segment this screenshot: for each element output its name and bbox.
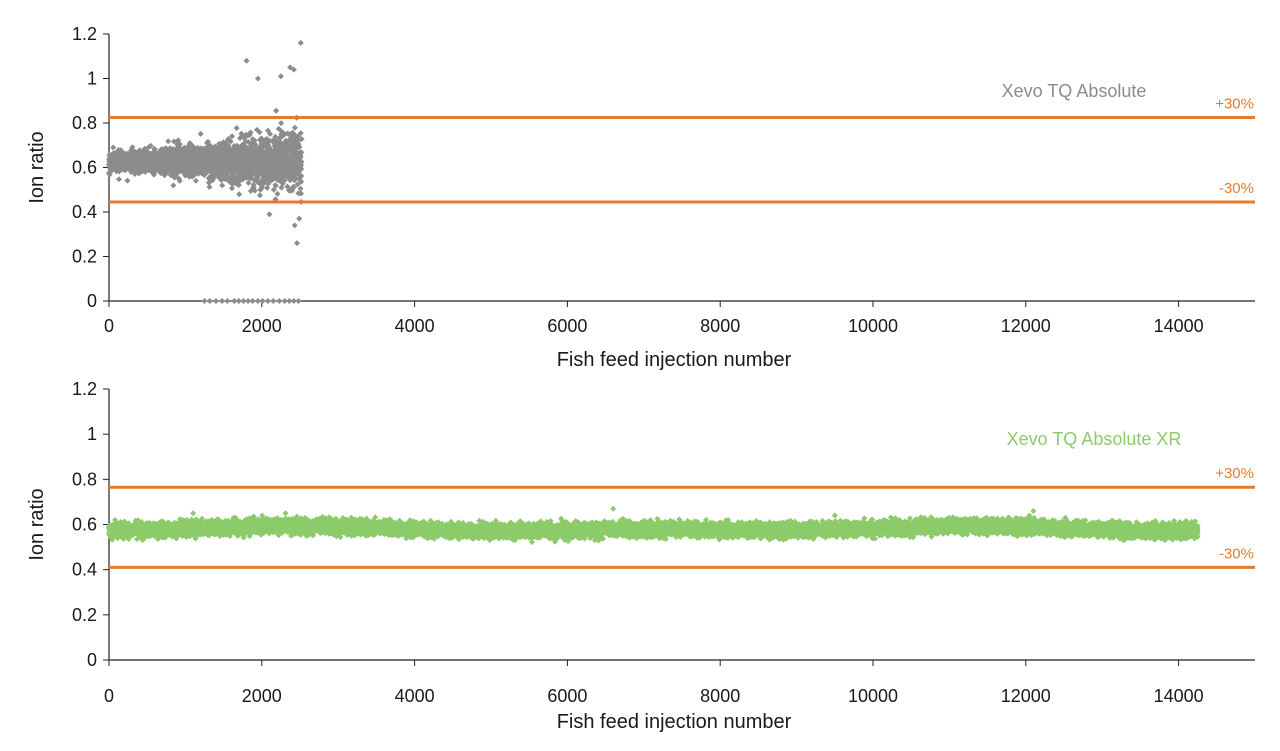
zero-point bbox=[206, 298, 213, 304]
x-tick-label: 4000 bbox=[395, 316, 435, 336]
outlier-point bbox=[297, 39, 304, 46]
y-axis-title: Ion ratio bbox=[26, 488, 48, 560]
data-point bbox=[131, 171, 138, 177]
panel-top: 0 0.2 0.4 0.6 0.8 1 1.2 0 2000 4000 6000 8000 10000 1… bbox=[26, 24, 1255, 371]
data-point bbox=[176, 141, 183, 148]
outlier-point bbox=[293, 240, 300, 247]
data-point bbox=[176, 177, 183, 184]
outlier-point bbox=[266, 211, 273, 218]
data-point bbox=[165, 138, 172, 145]
x-tick-label: 10000 bbox=[848, 316, 898, 336]
y-tick-label: 0.6 bbox=[72, 515, 97, 535]
y-tick-label: 0.2 bbox=[72, 247, 97, 267]
x-tick-label: 8000 bbox=[700, 686, 740, 706]
zero-point bbox=[219, 298, 226, 304]
x-tick-label: 12000 bbox=[1001, 686, 1051, 706]
x-tick-label: 6000 bbox=[547, 316, 587, 336]
x-tick-label: 2000 bbox=[242, 686, 282, 706]
x-tick-label: 14000 bbox=[1154, 316, 1204, 336]
x-tick-label: 4000 bbox=[395, 686, 435, 706]
y-tick-label: 0.2 bbox=[72, 605, 97, 625]
data-point bbox=[278, 120, 285, 127]
x-tick-label: 12000 bbox=[1001, 316, 1051, 336]
data-point bbox=[106, 171, 113, 178]
x-tick-label: 2000 bbox=[242, 316, 282, 336]
y-tick-label: 1.2 bbox=[72, 24, 97, 44]
outlier-point bbox=[296, 215, 303, 222]
x-tick-label: 0 bbox=[104, 686, 114, 706]
y-axis-title: Ion ratio bbox=[26, 131, 48, 203]
data-point bbox=[233, 125, 240, 132]
y-tick-label: 0.8 bbox=[72, 469, 97, 489]
y-tick-label: 1 bbox=[87, 424, 97, 444]
y-tick-label: 0.4 bbox=[72, 202, 97, 222]
limit-label: +30% bbox=[1215, 95, 1254, 112]
x-tick-label: 14000 bbox=[1154, 686, 1204, 706]
zero-point bbox=[224, 298, 231, 304]
data-point bbox=[110, 144, 117, 151]
limit-label: -30% bbox=[1219, 180, 1254, 197]
data-point bbox=[151, 146, 158, 153]
zero-point bbox=[212, 298, 219, 304]
y-tick-label: 0.6 bbox=[72, 158, 97, 178]
data-point bbox=[229, 185, 235, 192]
data-point bbox=[170, 182, 177, 189]
data-point bbox=[116, 176, 122, 183]
data-point bbox=[192, 177, 199, 184]
outlier-point bbox=[243, 57, 250, 64]
data-point bbox=[273, 107, 280, 114]
scatter-points bbox=[105, 39, 305, 304]
panel-bottom: 0 0.2 0.4 0.6 0.8 1 1.2 0 2000 4000 6000 8000 10000 1… bbox=[26, 379, 1255, 733]
y-tick-label: 0 bbox=[87, 650, 97, 670]
data-point bbox=[219, 182, 226, 189]
series-label: Xevo TQ Absolute bbox=[1002, 81, 1147, 101]
x-tick-label: 6000 bbox=[547, 686, 587, 706]
data-point bbox=[236, 191, 243, 198]
y-tick-label: 1.2 bbox=[72, 379, 97, 399]
zero-point bbox=[201, 298, 208, 304]
data-point bbox=[129, 144, 136, 151]
x-axis-title: Fish feed injection number bbox=[557, 711, 792, 733]
data-point bbox=[256, 192, 263, 199]
zero-point bbox=[295, 298, 302, 304]
y-tick-label: 0 bbox=[87, 291, 97, 311]
x-tick-label: 10000 bbox=[848, 686, 898, 706]
zero-point bbox=[276, 298, 283, 304]
x-axis-title: Fish feed injection number bbox=[557, 349, 792, 371]
outlier-point bbox=[277, 73, 284, 80]
data-point bbox=[282, 510, 289, 517]
scatter-points bbox=[106, 505, 1201, 546]
x-tick-label: 0 bbox=[104, 316, 114, 336]
data-point bbox=[197, 130, 204, 137]
data-point bbox=[206, 184, 213, 190]
outlier-point bbox=[291, 222, 298, 229]
outlier-point bbox=[254, 75, 261, 82]
y-tick-label: 1 bbox=[87, 69, 97, 89]
data-point bbox=[147, 142, 154, 149]
zero-point bbox=[249, 298, 256, 304]
data-point bbox=[274, 190, 281, 197]
y-tick-label: 0.8 bbox=[72, 113, 97, 133]
y-tick-label: 0.4 bbox=[72, 560, 97, 580]
zero-point bbox=[259, 298, 266, 304]
zero-point bbox=[270, 298, 277, 304]
x-tick-label: 8000 bbox=[700, 316, 740, 336]
data-point bbox=[124, 177, 131, 184]
zero-point bbox=[264, 298, 271, 304]
